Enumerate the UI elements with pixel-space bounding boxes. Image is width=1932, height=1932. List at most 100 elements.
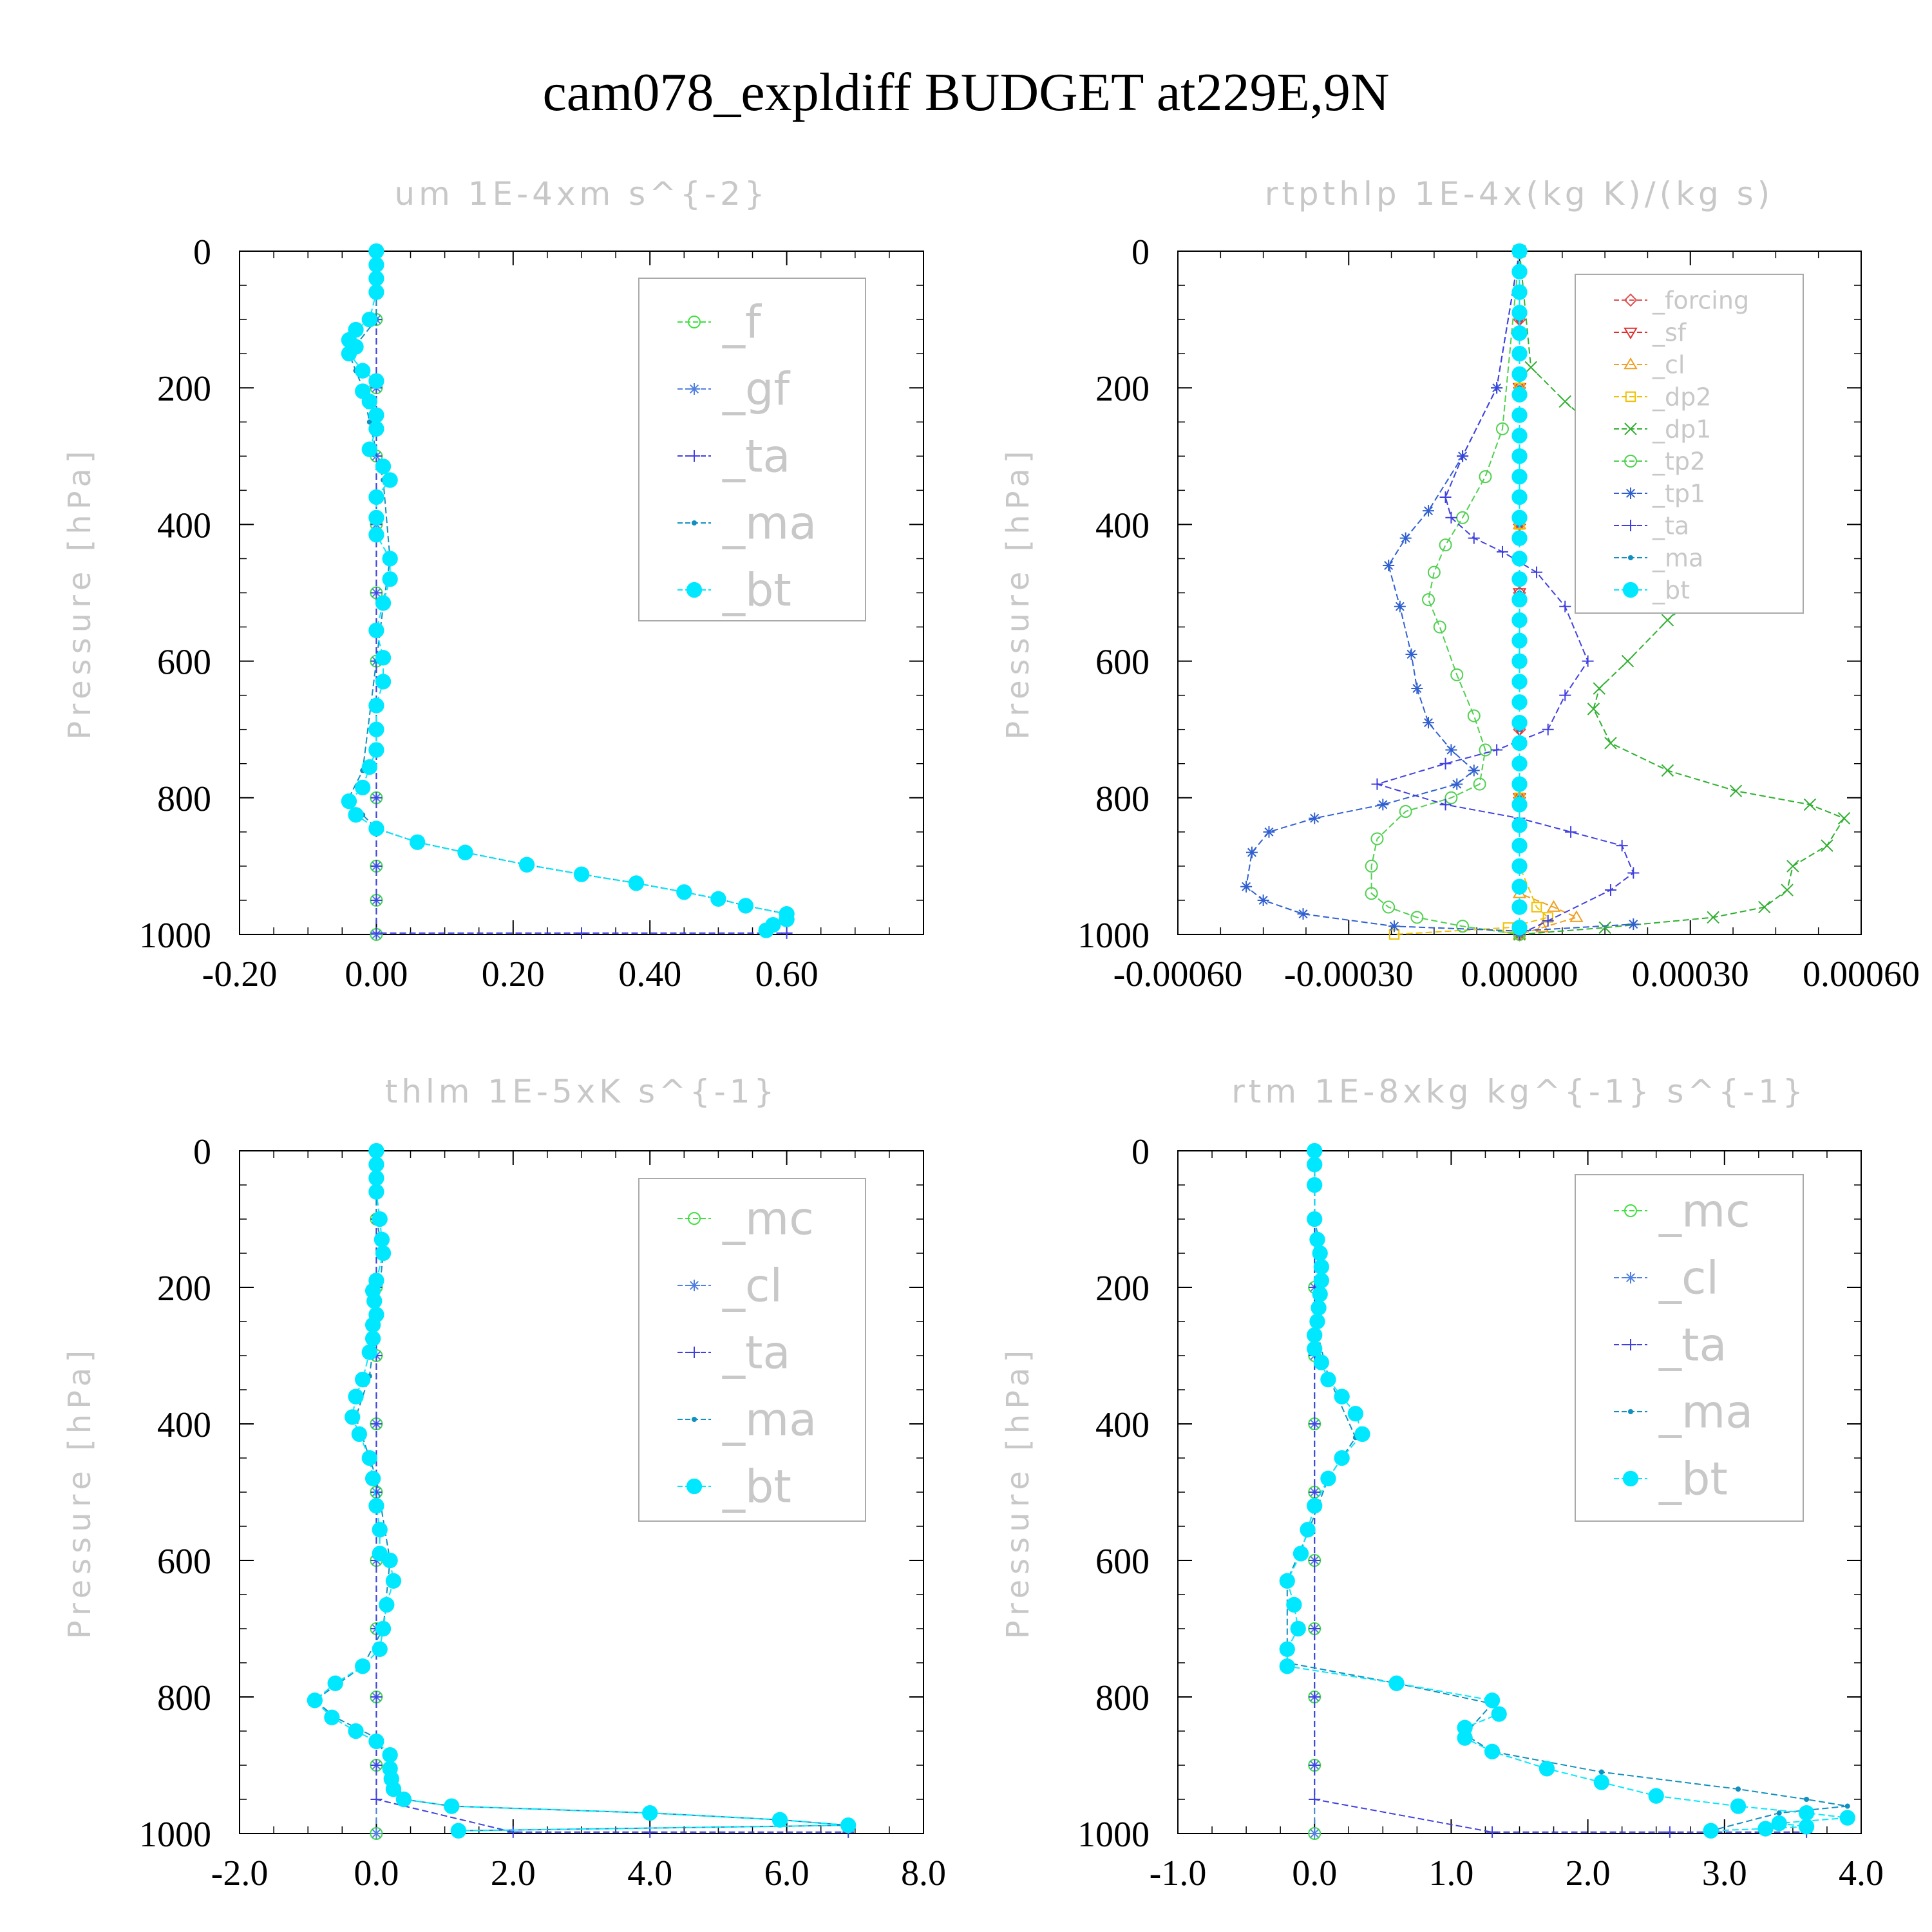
data-point [1313, 1259, 1329, 1275]
legend-item-tp2: _tp2 [1614, 447, 1705, 475]
y-tick-label: 600 [1095, 643, 1150, 683]
data-point [1309, 1759, 1321, 1771]
data-point [1735, 1786, 1741, 1792]
series-bt [341, 243, 795, 938]
panel-title: rtm 1E-8xkg kg^{-1} s^{-1} [1231, 1073, 1807, 1110]
data-point [1263, 826, 1275, 838]
legend-marker [691, 520, 697, 526]
legend-label: _ta [722, 430, 790, 483]
data-point [370, 1486, 383, 1498]
data-point [1309, 1418, 1321, 1430]
legend-item-ma: _ma [677, 497, 817, 550]
data-point [368, 1184, 384, 1200]
data-point [1511, 694, 1528, 710]
data-point [1844, 1803, 1850, 1809]
data-point [1433, 620, 1446, 634]
data-point [1821, 839, 1833, 852]
legend-marker [1627, 1408, 1634, 1415]
data-point [1511, 571, 1528, 587]
data-point [370, 791, 383, 804]
series-line [314, 1151, 849, 1832]
data-point [368, 407, 384, 423]
data-point [1511, 428, 1528, 444]
legend-label: _mc [1658, 1185, 1750, 1238]
data-point [361, 759, 377, 775]
data-point [307, 1692, 323, 1709]
data-point [781, 927, 793, 939]
data-point [1388, 920, 1400, 933]
data-point [368, 622, 384, 639]
legend-label: _bt [1658, 1453, 1728, 1506]
data-point [1511, 714, 1528, 731]
data-point [1245, 846, 1258, 858]
data-point [372, 1641, 388, 1657]
data-point [1511, 386, 1528, 402]
legend-item-tp1: _tp1 [1614, 479, 1705, 507]
data-point [368, 509, 384, 526]
data-point [1479, 470, 1492, 484]
data-point [1661, 764, 1674, 777]
data-point [1334, 1388, 1350, 1405]
data-point [1370, 832, 1384, 846]
legend-label: _forcing [1652, 286, 1749, 314]
data-point [370, 1418, 383, 1430]
x-tick-label: 0.40 [618, 954, 681, 994]
x-tick-label: 0.00060 [1803, 954, 1920, 994]
data-point [507, 1826, 519, 1838]
data-point [1307, 1142, 1323, 1159]
data-point [1511, 632, 1528, 649]
data-point [1439, 538, 1452, 552]
legend-item-cl: _cl [1614, 350, 1685, 379]
data-point [628, 875, 645, 891]
data-point [368, 742, 384, 758]
data-point [1593, 1774, 1609, 1790]
data-point [1511, 305, 1528, 321]
x-tick-label: 1.0 [1428, 1853, 1473, 1893]
data-point [1388, 1675, 1405, 1691]
legend-marker [688, 1280, 700, 1291]
data-point [368, 243, 384, 260]
data-point [840, 1817, 857, 1833]
x-tick-label: 6.0 [764, 1853, 810, 1893]
x-tick-label: -2.0 [211, 1853, 269, 1893]
data-point [1757, 1821, 1774, 1837]
data-point [1365, 887, 1378, 900]
legend: _mc _cl _ta _ma _bt [638, 1178, 866, 1522]
data-point [341, 346, 357, 362]
data-point [1377, 799, 1389, 811]
data-point [370, 1691, 383, 1703]
data-point [361, 1344, 377, 1360]
data-point [348, 1388, 364, 1405]
data-point [355, 363, 371, 379]
x-tick-label: 0.0 [1292, 1853, 1337, 1893]
legend-box [638, 278, 866, 621]
y-tick-label: 200 [157, 369, 211, 409]
data-point [1535, 920, 1549, 933]
series-bt [1279, 1142, 1855, 1839]
data-point [642, 1805, 658, 1821]
data-point [1297, 908, 1309, 920]
y-tick-label: 800 [157, 779, 211, 819]
data-point [1457, 450, 1469, 462]
legend-marker [1624, 327, 1638, 339]
data-point [1484, 1743, 1501, 1759]
data-point [379, 1596, 395, 1613]
y-tick-label: 1000 [1077, 916, 1150, 956]
data-point [1309, 1794, 1321, 1805]
legend-item-bt: _bt [1614, 1453, 1728, 1506]
data-point [368, 373, 384, 389]
y-tick-label: 600 [1095, 1542, 1150, 1582]
legend-marker [688, 1347, 700, 1358]
legend-item-ta: _ta [677, 1327, 790, 1379]
data-point [1240, 880, 1253, 893]
data-point [1569, 910, 1584, 922]
y-axis-label: Pressure [hPa] [62, 446, 98, 739]
data-point [1531, 902, 1542, 913]
data-point [1565, 826, 1577, 838]
x-tick-label: 0.00030 [1632, 954, 1749, 994]
legend-label: _mc [722, 1193, 814, 1245]
data-point [1511, 366, 1528, 383]
data-point [1511, 551, 1528, 567]
x-tick-label: -0.00030 [1284, 954, 1414, 994]
legend-label: _ta [1658, 1319, 1727, 1372]
